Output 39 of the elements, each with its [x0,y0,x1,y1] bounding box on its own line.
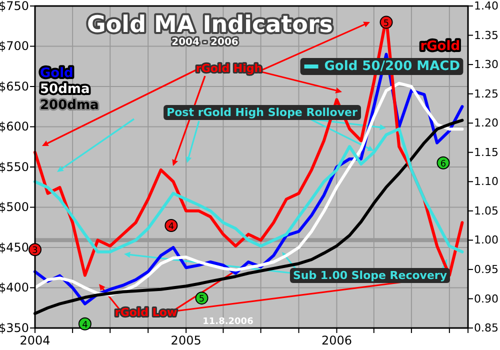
line-series [34,127,464,254]
annotation: 4 [168,222,174,232]
x-tick-label: 2006 [321,334,352,348]
annotation: Sub 1.00 Slope Recovery [292,269,448,282]
number-badge: 3 [28,243,42,256]
annotation: rGold High [196,62,262,75]
annotation: 11.8.2006 [202,317,254,327]
y2-tick-label: 0.90 [474,292,498,306]
y2-tick-label: 1.20 [474,116,498,130]
y2-tick-label: 0.85 [474,322,498,335]
text: 50dma [40,82,90,97]
x-tick-label: 2005 [170,334,202,348]
chart-title: Gold MA Indicators [87,12,333,38]
annotation: Post rGold High Slope Rollover [166,106,358,119]
number-badge: 5 [380,16,393,29]
y2-tick-label: 1.00 [474,234,498,247]
y2-tick-label: 0.95 [474,262,498,276]
y2-tick-label: 1.15 [474,146,498,159]
y2-tick-label: 1.35 [474,28,498,42]
annotation: 4 [82,320,88,330]
number-badge: 6 [436,156,450,170]
y2-tick-label: 1.10 [474,175,498,188]
annotation: 6 [440,159,446,170]
y2-tick-label: 1.40 [474,0,498,13]
annotation: 3 [32,246,38,256]
number-badge: 4 [78,317,92,330]
y2-tick-label: 1.30 [474,58,498,72]
x-tick-label: 2004 [20,334,50,348]
number-badge: 4 [164,218,178,232]
legend-label: Gold 50/200 MACD [324,59,460,74]
annotation: 5 [383,18,390,29]
text: rGold [420,39,460,54]
annotation: 5 [198,294,205,305]
number-badge: 5 [195,292,208,305]
y2-tick-label: 1.05 [474,204,498,218]
text: Gold [40,66,74,81]
y2-tick-label: 1.25 [474,87,498,100]
annotation: rGold Low [114,306,178,319]
text: 200dma [40,98,99,113]
